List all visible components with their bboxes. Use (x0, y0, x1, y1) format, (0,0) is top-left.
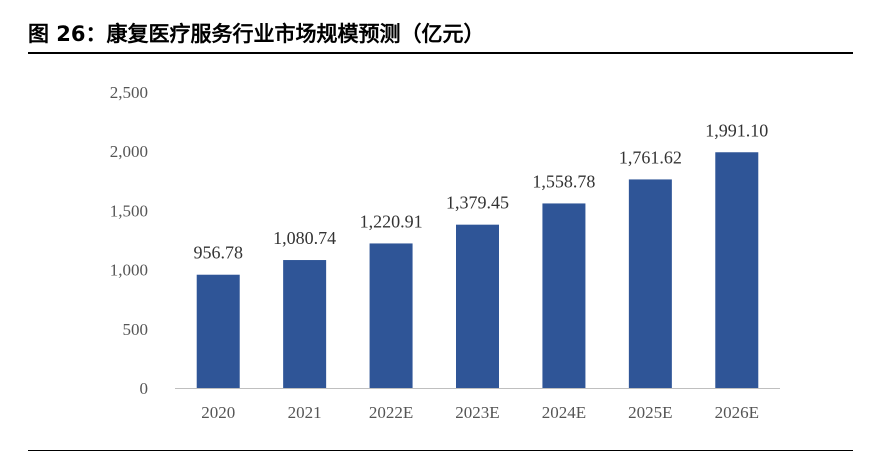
data-label: 1,991.10 (705, 120, 768, 140)
y-tick-label: 500 (123, 320, 149, 339)
title-rule (28, 52, 853, 54)
bar (456, 224, 499, 388)
data-labels: 956.78 1,080.74 1,220.91 1,379.45 1,558.78 1,… (193, 120, 768, 262)
y-tick-label: 2,500 (110, 83, 148, 102)
figure-title: 图 26：康复医疗服务行业市场规模预测（亿元） (28, 22, 485, 46)
bottom-rule (28, 450, 853, 451)
y-tick-label: 1,500 (110, 201, 148, 220)
bar (715, 152, 759, 388)
x-tick-label: 2020 (201, 403, 235, 422)
bar (628, 179, 672, 388)
data-label: 956.78 (193, 243, 243, 263)
data-label: 1,080.74 (273, 228, 336, 248)
bar (283, 260, 327, 388)
data-label: 1,558.78 (532, 171, 595, 191)
x-tick-label: 2022E (369, 403, 413, 422)
bar (196, 274, 240, 388)
bars (196, 152, 759, 388)
x-tick-label: 2026E (715, 403, 759, 422)
x-tick-label: 2023E (455, 403, 499, 422)
x-tick-label: 2021 (288, 403, 322, 422)
data-label: 1,220.91 (360, 211, 423, 231)
data-label: 1,379.45 (446, 193, 509, 213)
bar (369, 243, 413, 388)
y-tick-label: 0 (140, 379, 149, 398)
bar (542, 203, 586, 388)
x-tick-label: 2024E (542, 403, 586, 422)
data-label: 1,761.62 (619, 147, 682, 167)
x-tick-label: 2025E (628, 403, 672, 422)
y-axis-ticks: 0 500 1,000 1,500 2,000 2,500 (110, 83, 148, 398)
x-axis-ticks: 2020 2021 2022E 2023E 2024E 2025E 2026E (201, 403, 759, 422)
y-tick-label: 1,000 (110, 261, 148, 280)
y-tick-label: 2,000 (110, 142, 148, 161)
